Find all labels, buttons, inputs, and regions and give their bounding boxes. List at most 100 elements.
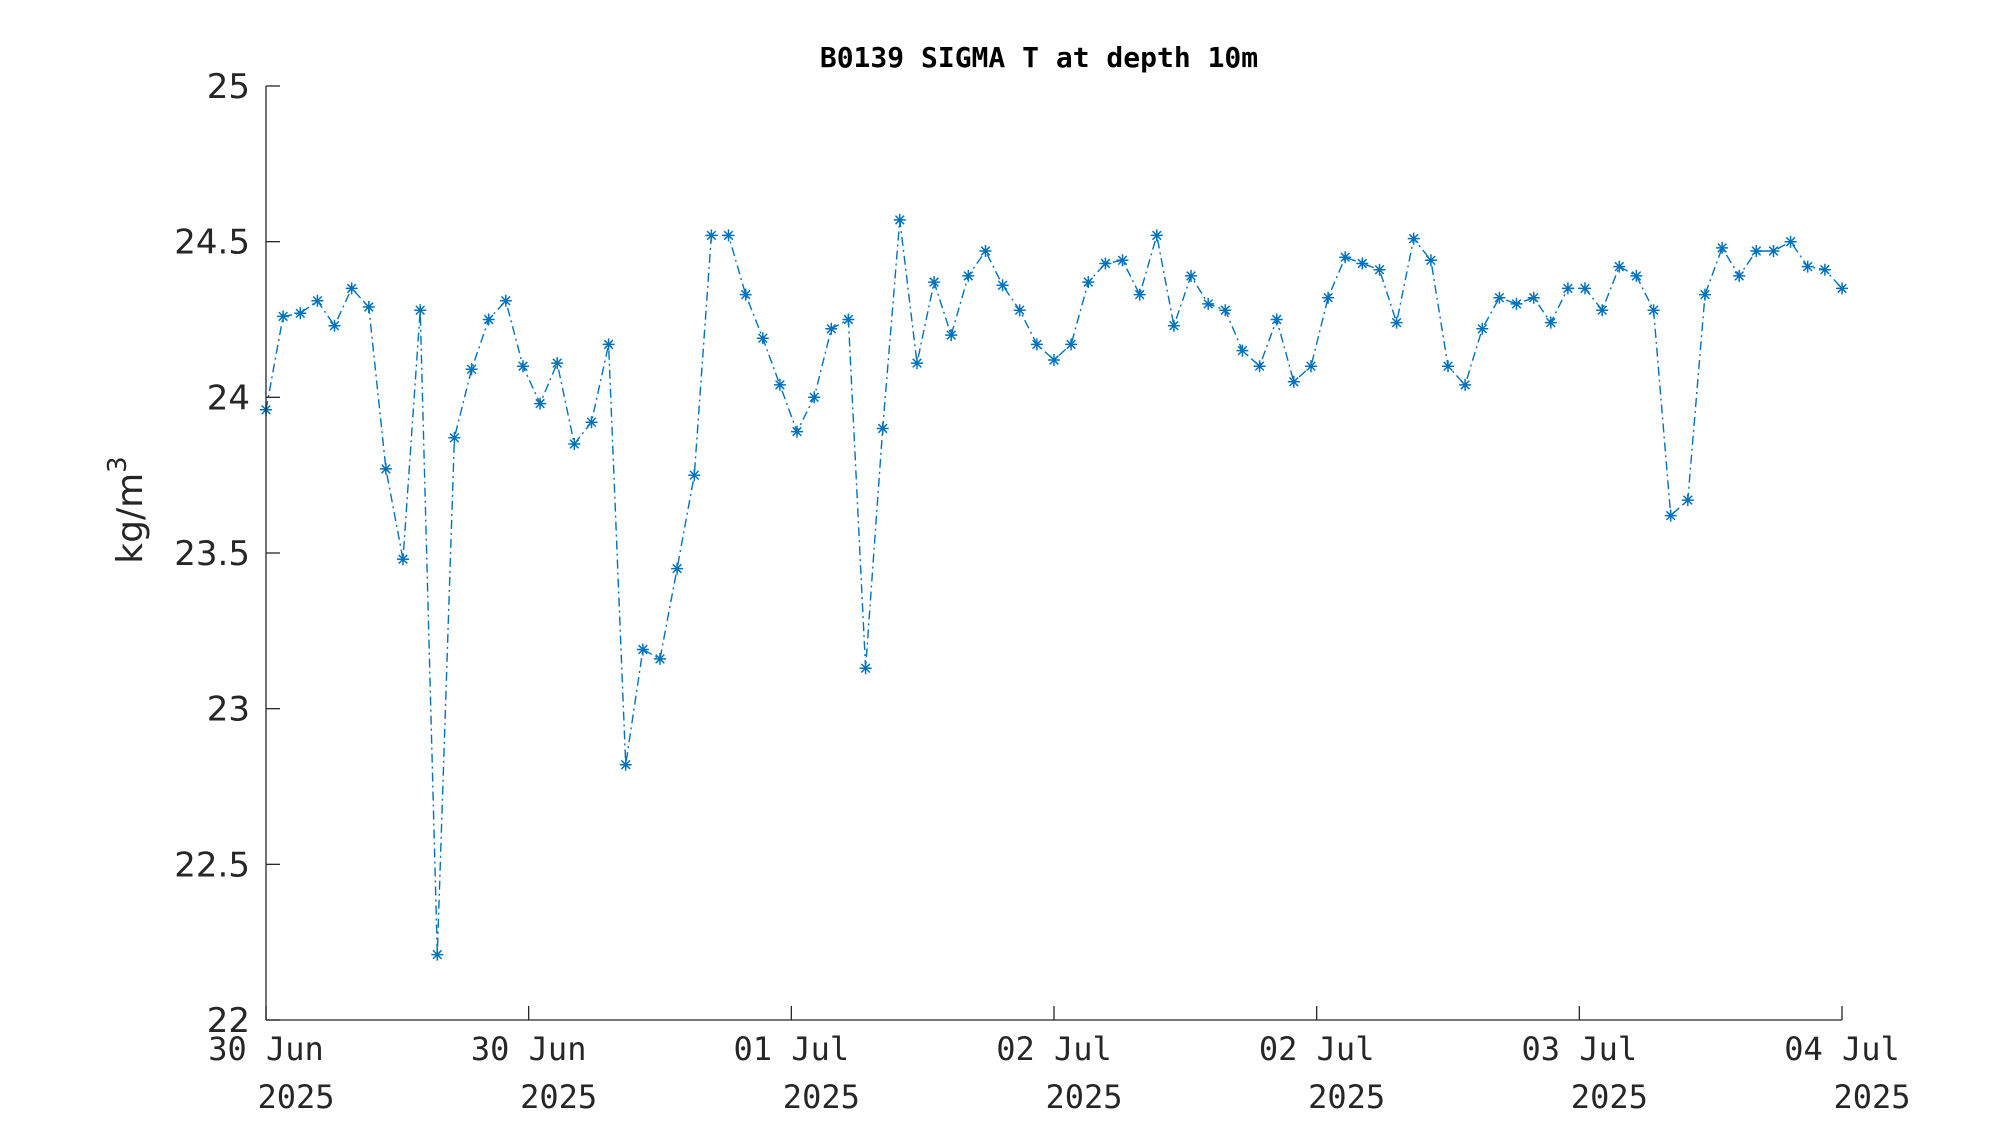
data-point-marker bbox=[1561, 282, 1574, 295]
data-point-marker bbox=[962, 269, 975, 282]
data-point-marker bbox=[1202, 297, 1215, 310]
data-point-marker bbox=[1424, 254, 1437, 267]
series-line bbox=[265, 219, 1843, 955]
data-point-marker bbox=[1407, 232, 1420, 245]
data-point-marker bbox=[671, 562, 684, 575]
data-point-marker bbox=[1150, 229, 1163, 242]
y-axis-label-unit: kg/m bbox=[110, 473, 151, 564]
data-point-marker bbox=[1459, 378, 1472, 391]
data-point-marker bbox=[1287, 375, 1300, 388]
data-point-marker bbox=[756, 332, 769, 345]
data-point-marker bbox=[1236, 344, 1249, 357]
data-point-marker bbox=[1510, 297, 1523, 310]
data-point-marker bbox=[1681, 494, 1694, 507]
data-point-marker bbox=[996, 279, 1009, 292]
data-point-marker bbox=[1030, 338, 1043, 351]
data-point-marker bbox=[277, 310, 290, 323]
data-point-marker bbox=[1630, 269, 1643, 282]
data-point-marker bbox=[1596, 304, 1609, 317]
data-point-marker bbox=[1818, 263, 1831, 276]
data-point-marker bbox=[1767, 245, 1780, 257]
data-point-marker bbox=[1356, 257, 1369, 270]
data-point-marker bbox=[379, 462, 392, 475]
data-point-marker bbox=[739, 288, 752, 301]
data-point-marker bbox=[1613, 260, 1626, 273]
data-point-marker bbox=[773, 378, 786, 391]
data-point-marker bbox=[1048, 354, 1060, 366]
data-point-marker bbox=[517, 360, 529, 373]
data-point-marker bbox=[1065, 338, 1078, 351]
data-point-marker bbox=[1733, 269, 1746, 282]
x-tick-label-date: 01 Jul bbox=[734, 1030, 850, 1068]
data-point-marker bbox=[499, 294, 512, 307]
x-tick-label-date: 03 Jul bbox=[1522, 1030, 1638, 1068]
data-point-marker bbox=[1013, 304, 1026, 317]
data-point-marker bbox=[431, 948, 444, 961]
data-point-marker bbox=[585, 416, 598, 429]
data-point-marker bbox=[397, 553, 409, 566]
data-point-marker bbox=[842, 313, 855, 326]
data-point-marker bbox=[688, 469, 701, 482]
data-point-marker bbox=[1219, 304, 1232, 317]
data-point-marker bbox=[1476, 322, 1489, 335]
data-point-marker bbox=[636, 643, 649, 656]
x-tick-label-date: 30 Jun bbox=[471, 1030, 587, 1068]
data-point-marker bbox=[1082, 276, 1095, 289]
data-point-marker bbox=[825, 322, 838, 335]
data-point-marker bbox=[791, 425, 803, 438]
data-point-marker bbox=[551, 357, 564, 370]
data-point-marker bbox=[568, 438, 581, 450]
y-tick-label: 22.5 bbox=[174, 845, 250, 885]
data-point-marker bbox=[328, 319, 341, 332]
data-point-marker bbox=[362, 301, 375, 313]
data-point-marker bbox=[1699, 288, 1711, 301]
data-point-marker bbox=[602, 338, 615, 351]
data-point-marker bbox=[1253, 360, 1266, 373]
y-tick-label: 23.5 bbox=[174, 534, 250, 574]
data-point-marker bbox=[1185, 269, 1197, 282]
data-point-marker bbox=[1527, 291, 1540, 304]
data-point-marker bbox=[1664, 509, 1677, 522]
data-point-marker bbox=[345, 282, 358, 295]
data-point-marker bbox=[1116, 254, 1129, 267]
data-point-marker bbox=[1339, 251, 1352, 264]
data-point-marker bbox=[1750, 245, 1763, 257]
data-point-marker bbox=[311, 294, 324, 307]
data-point-marker bbox=[619, 758, 632, 771]
data-point-marker bbox=[1647, 304, 1660, 317]
data-point-marker bbox=[1167, 319, 1180, 332]
data-point-marker bbox=[414, 304, 427, 317]
data-point-marker bbox=[1836, 282, 1848, 295]
data-point-marker bbox=[465, 363, 478, 376]
x-tick-label-date: 04 Jul bbox=[1784, 1030, 1900, 1068]
data-point-marker bbox=[859, 662, 872, 675]
data-point-marker bbox=[1270, 313, 1283, 326]
data-point-marker bbox=[876, 422, 889, 435]
data-point-marker bbox=[482, 313, 495, 326]
x-tick-label-year: 2025 bbox=[783, 1078, 860, 1116]
y-tick-label: 23 bbox=[207, 690, 250, 730]
data-point-marker bbox=[1322, 291, 1335, 304]
y-axis-label: kg/m3 bbox=[103, 456, 151, 563]
data-point-marker bbox=[1133, 288, 1146, 301]
x-tick-label-year: 2025 bbox=[1833, 1078, 1910, 1116]
data-point-marker bbox=[1784, 235, 1797, 248]
data-point-marker bbox=[654, 652, 666, 665]
x-tick-label-date: 02 Jul bbox=[996, 1030, 1112, 1068]
x-tick-label-year: 2025 bbox=[1045, 1078, 1122, 1116]
plot-area bbox=[260, 213, 1848, 961]
data-point-marker bbox=[1442, 360, 1454, 373]
data-point-marker bbox=[294, 307, 307, 320]
axes: 22 22.5 23 23.5 24 24.5 25 30 Jun 2025 30 Jun 2025… bbox=[174, 67, 1910, 1116]
y-tick-label: 24 bbox=[207, 378, 250, 418]
data-point-marker bbox=[1579, 282, 1591, 295]
data-point-marker bbox=[1305, 360, 1317, 373]
x-tick-label-year: 2025 bbox=[1308, 1078, 1385, 1116]
y-tick-label: 22 bbox=[207, 1001, 250, 1041]
y-tick-label: 25 bbox=[207, 67, 250, 107]
data-point-marker bbox=[705, 229, 718, 242]
y-tick-label: 24.5 bbox=[174, 223, 250, 263]
x-tick-label-date: 30 Jun bbox=[208, 1030, 324, 1068]
